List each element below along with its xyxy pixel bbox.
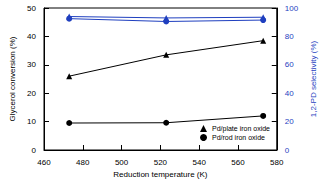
svg-text:520: 520 (154, 158, 168, 167)
svg-text:580: 580 (270, 158, 284, 167)
svg-text:560: 560 (231, 158, 245, 167)
svg-text:540: 540 (192, 158, 206, 167)
svg-text:60: 60 (285, 60, 294, 69)
svg-text:0: 0 (285, 146, 290, 155)
svg-text:Pd/plate iron oxide: Pd/plate iron oxide (212, 125, 270, 133)
svg-text:100: 100 (285, 4, 299, 13)
svg-text:0: 0 (32, 146, 37, 155)
svg-text:20: 20 (285, 117, 294, 126)
svg-text:480: 480 (76, 158, 90, 167)
svg-text:500: 500 (115, 158, 129, 167)
svg-text:Reduction temperature (K): Reduction temperature (K) (113, 170, 208, 179)
svg-text:Pd/rod iron oxide: Pd/rod iron oxide (212, 134, 265, 141)
svg-text:10: 10 (27, 117, 36, 126)
svg-text:460: 460 (37, 158, 51, 167)
svg-text:Glycerol conversion (%): Glycerol conversion (%) (8, 36, 17, 121)
svg-text:40: 40 (285, 89, 294, 98)
svg-text:30: 30 (27, 60, 36, 69)
svg-text:40: 40 (27, 32, 36, 41)
svg-text:50: 50 (27, 4, 36, 13)
svg-text:80: 80 (285, 32, 294, 41)
svg-text:1,2-PD selectivity (%): 1,2-PD selectivity (%) (309, 40, 318, 117)
svg-text:20: 20 (27, 89, 36, 98)
